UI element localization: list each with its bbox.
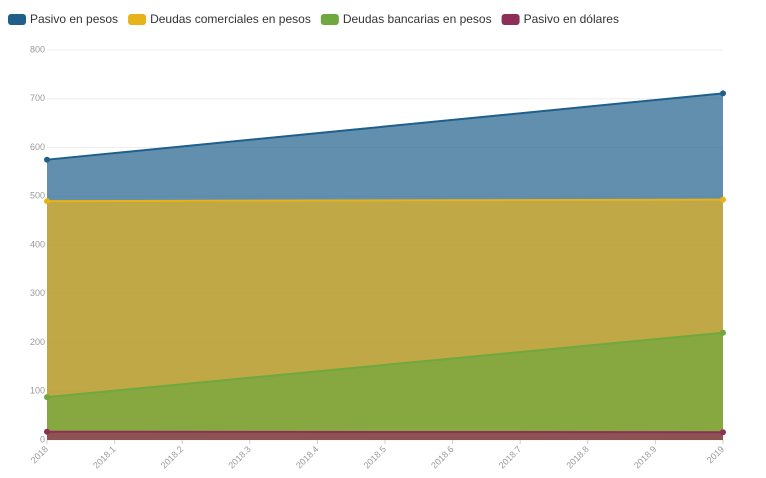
point [720, 196, 726, 203]
y-tick-label: 200 [30, 337, 45, 347]
y-tick-label: 400 [30, 239, 45, 249]
x-tick-label: 2019 [705, 444, 726, 465]
x-tick-label: 2018.8 [564, 444, 591, 471]
y-tick-label: 300 [30, 288, 45, 298]
legend-label: Deudas bancarias en pesos [343, 12, 492, 26]
x-tick-label: 2018 [29, 444, 50, 465]
area [47, 431, 723, 440]
x-tick-label: 2018.2 [159, 444, 186, 471]
y-tick-label: 800 [30, 44, 45, 54]
x-tick-label: 2018.1 [91, 444, 118, 471]
line [46, 198, 724, 203]
x-tick-label: 2018.3 [226, 444, 253, 471]
legend-label: Pasivo en dólares [524, 12, 619, 26]
legend-item: Pasivo en dólares [501, 12, 619, 26]
legend-swatch [128, 14, 147, 25]
x-tick-label: 2018.4 [294, 444, 321, 471]
point [720, 90, 726, 97]
point [44, 428, 50, 435]
line [46, 331, 724, 399]
area [47, 332, 723, 440]
y-tick-label: 500 [30, 191, 45, 201]
legend-swatch [320, 14, 339, 25]
legend-item: Pasivo en pesos [8, 12, 118, 26]
x-tick-label: 2018.7 [497, 444, 524, 471]
point [44, 394, 50, 401]
x-tick-label: 2018.6 [429, 444, 456, 471]
legend-label: Pasivo en pesos [30, 12, 118, 26]
line [46, 92, 724, 161]
legend-swatch [8, 14, 26, 25]
legend-label: Deudas comerciales en pesos [150, 12, 311, 26]
point [44, 156, 50, 163]
y-tick-label: 700 [30, 93, 45, 103]
x-tick-label: 2018.9 [632, 444, 659, 471]
point [720, 329, 726, 336]
point [720, 429, 726, 436]
y-tick-label: 600 [30, 142, 45, 152]
legend-item: Deudas bancarias en pesos [320, 12, 492, 26]
y-tick-label: 100 [30, 386, 45, 396]
point [44, 198, 50, 205]
x-tick-label: 2018.5 [362, 444, 389, 471]
legend-item: Deudas comerciales en pesos [128, 12, 311, 26]
y-tick-label: 0 [40, 434, 45, 444]
legend-swatch [501, 14, 520, 25]
